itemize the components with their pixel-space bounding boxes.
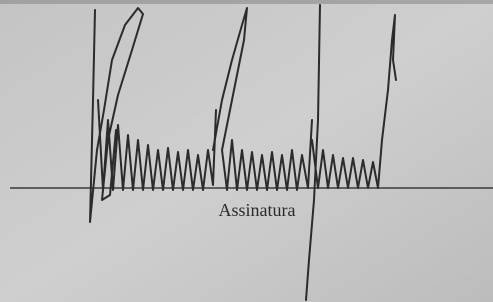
paper [0, 0, 493, 302]
top-edge [0, 0, 493, 4]
signature-label: Assinatura [219, 200, 296, 220]
document: Assinatura [0, 0, 493, 302]
